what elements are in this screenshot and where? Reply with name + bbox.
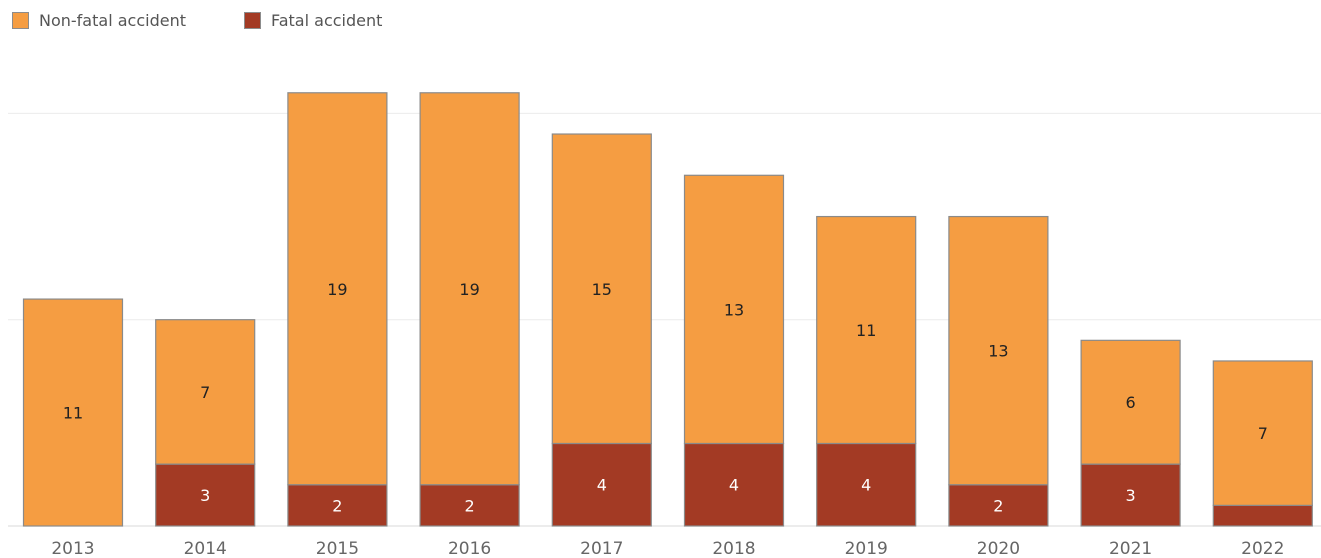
data-label: 11 [856,321,876,340]
x-tick-label: 2021 [1109,539,1152,558]
bar-fatal-2022[interactable] [1212,504,1313,527]
data-label: 19 [459,280,479,299]
data-label: 13 [724,300,744,319]
bar-fatal-2018[interactable] [683,442,785,527]
data-label: 6 [1126,393,1136,412]
x-tick-label: 2022 [1241,539,1284,558]
legend-swatch-non-fatal [12,12,29,29]
bar-non-fatal-2020[interactable] [948,215,1049,486]
x-tick-label: 2013 [51,539,94,558]
x-tick-label: 2017 [580,539,623,558]
bar-non-fatal-2022[interactable] [1212,360,1313,506]
bar-non-fatal-2017[interactable] [551,133,652,445]
data-label: 2 [993,496,1003,515]
bar-non-fatal-2018[interactable] [683,174,785,445]
legend-item-non-fatal[interactable]: Non-fatal accident [12,11,186,30]
data-label: 15 [592,280,612,299]
data-label: 7 [200,383,210,402]
bar-non-fatal-2021[interactable] [1080,339,1181,465]
data-label: 3 [1126,486,1136,505]
x-tick-label: 2014 [184,539,227,558]
x-tick-label: 2015 [316,539,359,558]
bar-non-fatal-2016[interactable] [419,92,520,486]
data-label: 13 [988,342,1008,361]
x-tick-label: 2020 [977,539,1020,558]
bar-fatal-2014[interactable] [155,463,256,527]
legend-label-non-fatal: Non-fatal accident [39,11,186,30]
legend-swatch-fatal [243,12,261,29]
x-tick-label: 2018 [712,539,755,558]
bar-fatal-2021[interactable] [1080,463,1181,527]
legend-label-fatal: Fatal accident [270,11,383,30]
data-label: 19 [327,280,347,299]
bar-non-fatal-2019[interactable] [816,215,917,445]
x-tick-label: 2019 [845,539,888,558]
chart-legend: Non-fatal accident Fatal accident [12,11,440,30]
legend-item-fatal[interactable]: Fatal accident [243,11,383,30]
bar-fatal-2015[interactable] [287,484,388,527]
x-tick-label: 2016 [448,539,491,558]
data-label: 4 [729,476,739,495]
bar-non-fatal-2013[interactable] [22,298,124,527]
data-label: 11 [63,404,83,423]
data-label: 3 [200,486,210,505]
bar-fatal-2017[interactable] [551,442,652,527]
data-label: 4 [861,476,871,495]
bar-non-fatal-2015[interactable] [287,92,388,486]
data-label: 7 [1258,424,1268,443]
bar-non-fatal-2014[interactable] [155,319,256,465]
data-label: 2 [465,496,475,515]
bar-fatal-2019[interactable] [816,442,917,527]
data-label: 4 [597,476,607,495]
data-label: 2 [332,496,342,515]
